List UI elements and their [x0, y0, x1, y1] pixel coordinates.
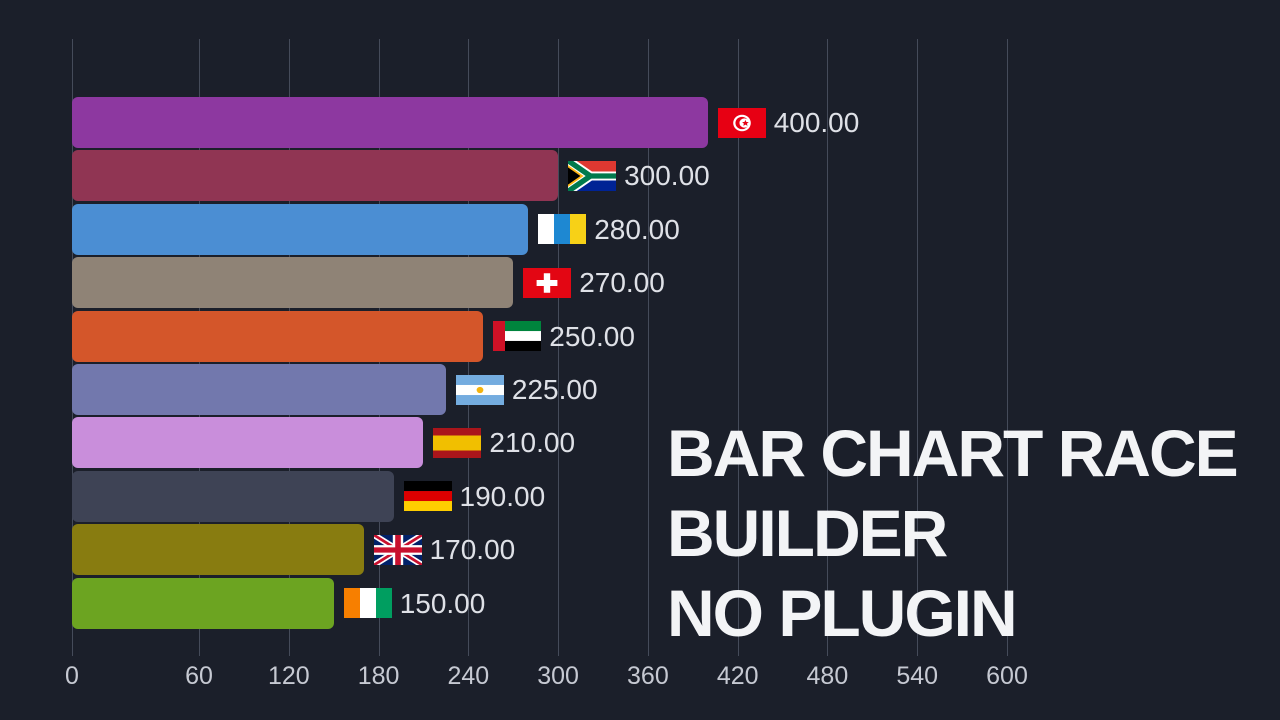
- x-tick-label-360: 360: [627, 662, 669, 690]
- bar-germany: [72, 470, 394, 522]
- bar-uae: [72, 310, 484, 362]
- x-tick-label-180: 180: [357, 662, 400, 690]
- x-tick-label-60: 60: [185, 662, 213, 690]
- bar-switzerland: [72, 257, 514, 309]
- title-line-1: BAR CHART RACE: [667, 416, 1239, 490]
- uk-flag-icon: [373, 534, 422, 565]
- x-tick-label-240: 240: [447, 662, 490, 690]
- value-label-uae: 250.00: [549, 320, 635, 352]
- x-tick-label-300: 300: [537, 662, 579, 690]
- canary-islands-flag-icon: [538, 214, 587, 245]
- gridline-480: [827, 39, 829, 656]
- bar-argentina: [72, 364, 446, 415]
- tunisia-flag-icon: [717, 107, 766, 138]
- value-label-uk: 170.00: [429, 534, 516, 566]
- bar-uk: [72, 524, 364, 576]
- value-label-spain: 210.00: [489, 427, 576, 459]
- value-label-ivory-coast: 150.00: [399, 587, 486, 619]
- south-africa-flag-icon: [568, 160, 617, 191]
- gridline-360: [647, 39, 649, 656]
- value-label-tunisia: 400.00: [773, 107, 860, 138]
- bar-canary-islands: [72, 203, 529, 255]
- gridline-600: [1007, 39, 1008, 656]
- value-label-switzerland: 270.00: [579, 267, 665, 299]
- bar-ivory-coast: [72, 577, 334, 629]
- uae-flag-icon: [493, 321, 542, 352]
- bar-tunisia: [72, 97, 708, 148]
- gridline-300: [558, 39, 560, 656]
- x-tick-label-480: 480: [806, 662, 849, 690]
- bar-spain: [72, 417, 424, 469]
- x-tick-label-540: 540: [896, 662, 939, 690]
- switzerland-flag-icon: [523, 267, 572, 298]
- value-label-canary-islands: 280.00: [594, 213, 680, 245]
- gridline-420: [737, 39, 739, 656]
- spain-flag-icon: [433, 427, 482, 458]
- value-label-germany: 190.00: [459, 480, 546, 512]
- bar-south-africa: [72, 150, 559, 202]
- x-tick-label-420: 420: [716, 662, 759, 690]
- argentina-flag-icon: [455, 374, 504, 405]
- x-tick-label-120: 120: [267, 662, 310, 690]
- value-label-south-africa: 300.00: [624, 160, 710, 192]
- title-line-2: BUILDER: [667, 496, 948, 570]
- x-tick-label-0: 0: [65, 662, 79, 690]
- germany-flag-icon: [403, 481, 452, 512]
- value-label-argentina: 225.00: [511, 374, 598, 405]
- gridline-540: [917, 39, 919, 656]
- title-line-3: NO PLUGIN: [667, 576, 1018, 650]
- ivory-coast-flag-icon: [343, 588, 392, 619]
- x-tick-label-600: 600: [986, 662, 1028, 690]
- title-overlay: BAR CHART RACE BUILDER NO PLUGIN: [667, 413, 1239, 653]
